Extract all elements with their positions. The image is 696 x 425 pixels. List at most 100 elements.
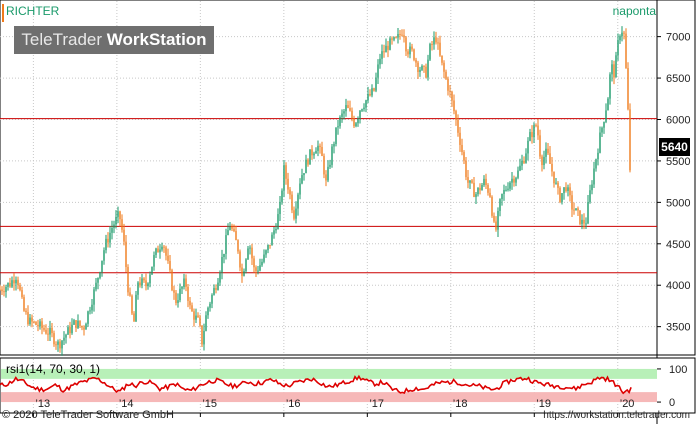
candle-body — [255, 267, 257, 272]
candle-body — [473, 182, 475, 197]
candle-body — [507, 188, 509, 190]
candle-body — [505, 189, 507, 191]
candle-body — [509, 182, 511, 189]
candle-body — [159, 249, 161, 253]
candle-body — [155, 248, 157, 255]
candle-body — [113, 224, 115, 228]
candle-body — [573, 209, 575, 211]
candle-body — [39, 321, 41, 327]
candle-body — [435, 37, 437, 43]
candle-body — [1, 289, 3, 292]
candle-body — [63, 337, 65, 341]
candle-body — [541, 156, 543, 166]
candle-body — [385, 45, 387, 53]
candle-body — [579, 210, 581, 224]
candle-body — [427, 59, 429, 78]
candle-body — [99, 272, 101, 278]
candle-body — [351, 110, 353, 119]
candle-body — [357, 118, 359, 124]
candle-body — [153, 254, 155, 267]
candle-body — [65, 334, 67, 338]
candle-body — [135, 294, 137, 322]
candle-body — [329, 164, 331, 167]
time-tick-label: ’14 — [119, 398, 134, 410]
candle-body — [325, 174, 327, 181]
candle-body — [561, 193, 563, 202]
candle-body — [103, 250, 105, 261]
candle-body — [417, 62, 419, 72]
candle-body — [263, 254, 265, 262]
candle-body — [515, 177, 517, 183]
candle-body — [457, 119, 459, 133]
candle-body — [185, 278, 187, 287]
candle-body — [621, 32, 623, 37]
candle-body — [43, 327, 45, 330]
price-tick-label: 4000 — [666, 280, 690, 292]
candle-body — [597, 152, 599, 160]
candle-body — [487, 184, 489, 193]
candle-body — [443, 62, 445, 72]
candle-body — [503, 189, 505, 194]
candle-body — [95, 282, 97, 290]
candle-body — [93, 289, 95, 305]
candle-body — [467, 177, 469, 183]
candle-body — [161, 246, 163, 250]
candle-body — [229, 226, 231, 231]
candle-body — [189, 300, 191, 306]
candle-body — [491, 196, 493, 216]
candle-body — [587, 202, 589, 224]
candle-body — [241, 267, 243, 276]
candle-body — [463, 152, 465, 161]
candle-body — [235, 231, 237, 241]
candle-body — [527, 140, 529, 154]
candle-body — [305, 159, 307, 174]
candle-body — [5, 286, 7, 292]
candle-body — [49, 327, 51, 335]
candle-body — [429, 44, 431, 60]
candle-body — [371, 88, 373, 96]
candle-body — [449, 90, 451, 92]
candle-body — [225, 235, 227, 254]
candle-body — [157, 248, 159, 253]
candle-body — [177, 300, 179, 303]
candle-body — [303, 173, 305, 176]
candle-body — [247, 248, 249, 260]
candle-body — [367, 93, 369, 101]
candle-body — [477, 187, 479, 195]
source-url[interactable]: https://workstation.teletrader.com — [543, 410, 690, 421]
candle-body — [355, 123, 357, 127]
candle-body — [421, 65, 423, 70]
candle-body — [299, 183, 301, 195]
candle-body — [455, 111, 457, 120]
rsi-tick-label: 0 — [669, 397, 675, 409]
candle-body — [593, 168, 595, 185]
candle-body — [601, 127, 603, 133]
price-tick-label: 6500 — [666, 73, 690, 85]
candle-body — [139, 282, 141, 286]
period-label[interactable]: naponta — [612, 4, 656, 18]
candle-body — [145, 280, 147, 287]
candle-body — [311, 149, 313, 156]
candle-body — [531, 132, 533, 138]
time-tick-label: ’15 — [202, 398, 217, 410]
candle-body — [611, 64, 613, 75]
candle-body — [75, 320, 77, 328]
candle-body — [77, 320, 79, 328]
candle-body — [141, 278, 143, 286]
rsi-indicator-label[interactable]: rsi1(14, 70, 30, 1) — [6, 362, 101, 376]
candle-body — [419, 69, 421, 72]
grid-lines — [0, 1, 657, 412]
candle-body — [59, 341, 61, 349]
candle-body — [511, 178, 513, 183]
candle-body — [71, 324, 73, 334]
candle-body — [183, 278, 185, 287]
candle-body — [19, 285, 21, 291]
candle-body — [459, 132, 461, 145]
candle-body — [285, 165, 287, 179]
candle-body — [17, 279, 19, 286]
candle-body — [335, 127, 337, 144]
candle-body — [529, 132, 531, 141]
candle-body — [7, 282, 9, 287]
candle-body — [175, 292, 177, 303]
